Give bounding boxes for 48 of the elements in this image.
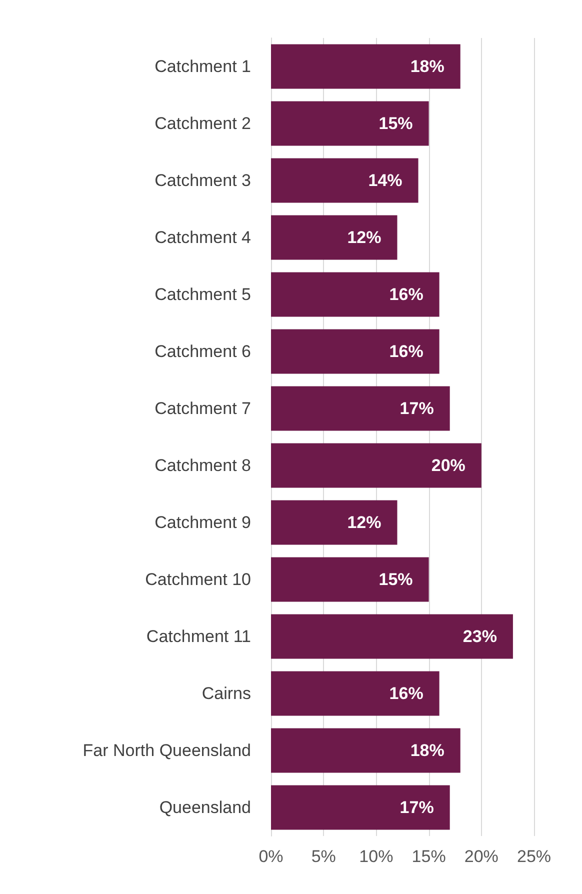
- y-tick-label: Catchment 5: [154, 285, 251, 304]
- y-tick-label: Catchment 10: [145, 570, 251, 589]
- bar: [271, 101, 429, 146]
- data-label: 16%: [389, 342, 424, 361]
- data-label: 14%: [368, 171, 402, 190]
- data-label: 16%: [389, 684, 424, 703]
- data-label: 12%: [347, 228, 382, 247]
- y-tick-label: Catchment 9: [154, 513, 251, 532]
- data-label: 17%: [400, 399, 434, 418]
- y-tick-label: Catchment 4: [154, 228, 251, 247]
- y-tick-label: Catchment 2: [154, 114, 251, 133]
- y-tick-label: Catchment 11: [146, 627, 251, 646]
- data-label: 16%: [389, 285, 424, 304]
- bar: [271, 215, 398, 260]
- bar: [271, 557, 429, 602]
- data-label: 18%: [410, 57, 444, 76]
- data-label: 12%: [347, 513, 382, 532]
- data-label: 18%: [410, 741, 444, 760]
- x-tick-label: 10%: [359, 847, 394, 866]
- data-label: 17%: [400, 798, 434, 817]
- x-tick-label: 25%: [516, 847, 552, 866]
- bar: [271, 443, 482, 488]
- data-label: 15%: [378, 114, 413, 133]
- data-label: 23%: [462, 627, 497, 646]
- bar: [271, 785, 450, 830]
- y-tick-label: Catchment 3: [154, 171, 251, 190]
- y-tick-label: Catchment 7: [154, 399, 251, 418]
- bar: [271, 44, 460, 89]
- y-tick-label: Cairns: [202, 684, 251, 703]
- y-tick-label: Catchment 8: [154, 456, 251, 475]
- bar: [271, 329, 440, 374]
- y-tick-label: Far North Queensland: [82, 741, 251, 760]
- bar: [271, 671, 440, 716]
- x-tick-label: 5%: [311, 847, 336, 866]
- bar: [271, 500, 398, 545]
- bar: [271, 272, 440, 317]
- y-tick-label: Catchment 1: [154, 57, 251, 76]
- x-tick-label: 0%: [258, 847, 284, 866]
- bar: [271, 614, 513, 659]
- bar: [271, 158, 418, 203]
- bar: [271, 728, 460, 773]
- y-tick-label: Queensland: [159, 798, 251, 817]
- data-label: 20%: [431, 456, 466, 475]
- x-tick-label: 15%: [412, 847, 446, 866]
- data-label: 15%: [378, 570, 413, 589]
- bar: [271, 386, 450, 431]
- x-tick-label: 20%: [464, 847, 498, 866]
- y-tick-label: Catchment 6: [154, 342, 251, 361]
